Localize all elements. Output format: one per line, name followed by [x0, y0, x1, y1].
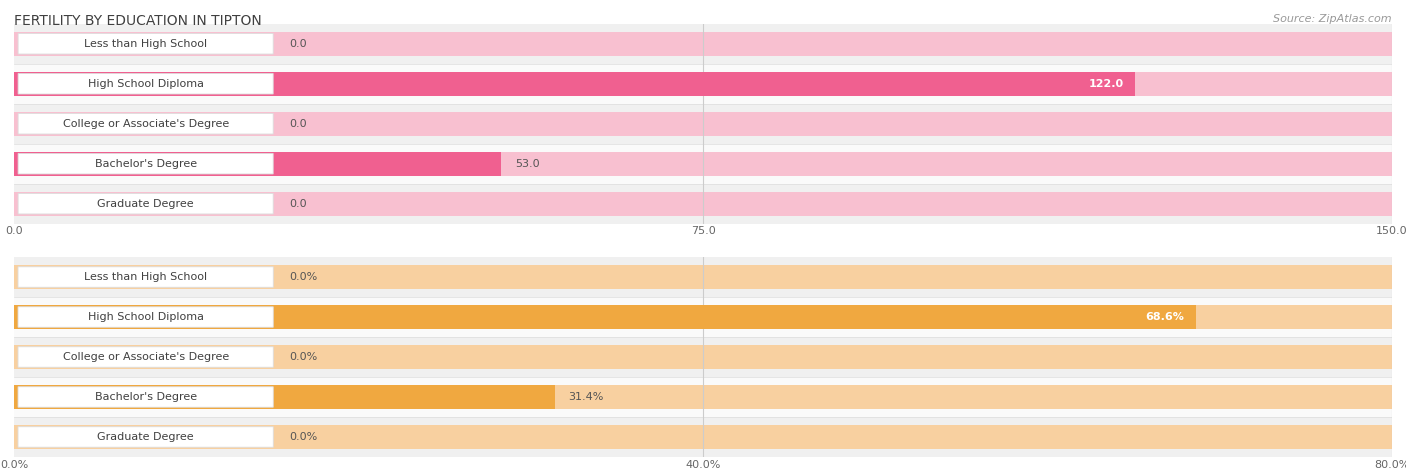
- Bar: [14, 377, 1392, 417]
- Text: College or Associate's Degree: College or Associate's Degree: [62, 352, 229, 362]
- Text: 53.0: 53.0: [515, 159, 540, 169]
- Bar: [14, 337, 1392, 377]
- FancyBboxPatch shape: [18, 33, 273, 54]
- Text: 0.0%: 0.0%: [290, 272, 318, 282]
- Text: High School Diploma: High School Diploma: [87, 312, 204, 322]
- Bar: [14, 385, 555, 409]
- Bar: [14, 305, 1195, 329]
- Text: Source: ZipAtlas.com: Source: ZipAtlas.com: [1274, 14, 1392, 24]
- Bar: [14, 144, 1392, 184]
- Text: Less than High School: Less than High School: [84, 272, 207, 282]
- Bar: [14, 305, 1392, 329]
- FancyBboxPatch shape: [18, 426, 273, 447]
- FancyBboxPatch shape: [18, 307, 273, 327]
- Text: Bachelor's Degree: Bachelor's Degree: [94, 392, 197, 402]
- Bar: [14, 184, 1392, 224]
- Text: 122.0: 122.0: [1088, 79, 1123, 89]
- FancyBboxPatch shape: [18, 267, 273, 288]
- FancyBboxPatch shape: [18, 387, 273, 407]
- Bar: [14, 64, 1392, 104]
- FancyBboxPatch shape: [18, 153, 273, 174]
- Text: College or Associate's Degree: College or Associate's Degree: [62, 119, 229, 129]
- Bar: [14, 265, 1392, 289]
- Bar: [14, 32, 1392, 56]
- Bar: [14, 104, 1392, 144]
- Bar: [14, 72, 1392, 96]
- Bar: [14, 385, 1392, 409]
- Text: 0.0%: 0.0%: [290, 352, 318, 362]
- Text: Graduate Degree: Graduate Degree: [97, 198, 194, 209]
- Text: 0.0%: 0.0%: [290, 432, 318, 442]
- Bar: [14, 425, 1392, 449]
- Bar: [14, 112, 1392, 136]
- Bar: [14, 24, 1392, 64]
- Bar: [14, 417, 1392, 457]
- Text: Less than High School: Less than High School: [84, 39, 207, 49]
- Bar: [14, 152, 1392, 176]
- Text: FERTILITY BY EDUCATION IN TIPTON: FERTILITY BY EDUCATION IN TIPTON: [14, 14, 262, 28]
- Text: 0.0: 0.0: [290, 39, 308, 49]
- Text: 68.6%: 68.6%: [1146, 312, 1185, 322]
- FancyBboxPatch shape: [18, 347, 273, 367]
- Bar: [14, 72, 1135, 96]
- Bar: [14, 152, 501, 176]
- Text: Graduate Degree: Graduate Degree: [97, 432, 194, 442]
- Bar: [14, 345, 1392, 369]
- Text: High School Diploma: High School Diploma: [87, 79, 204, 89]
- Bar: [14, 192, 1392, 216]
- Text: Bachelor's Degree: Bachelor's Degree: [94, 159, 197, 169]
- FancyBboxPatch shape: [18, 193, 273, 214]
- Text: 31.4%: 31.4%: [568, 392, 605, 402]
- Text: 0.0: 0.0: [290, 119, 308, 129]
- FancyBboxPatch shape: [18, 73, 273, 94]
- Bar: [14, 297, 1392, 337]
- FancyBboxPatch shape: [18, 113, 273, 134]
- Bar: [14, 257, 1392, 297]
- Text: 0.0: 0.0: [290, 198, 308, 209]
